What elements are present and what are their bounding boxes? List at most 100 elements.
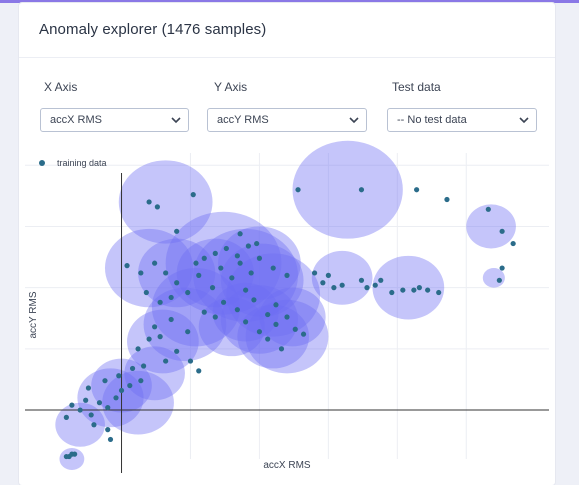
test-data-select[interactable]: -- No test data — [387, 108, 537, 132]
data-point — [499, 265, 505, 271]
cluster-region — [218, 226, 301, 300]
data-point — [174, 228, 180, 234]
data-point — [124, 263, 130, 269]
data-point — [414, 187, 420, 193]
cluster-region — [311, 250, 373, 305]
data-point — [273, 321, 279, 327]
cluster-region — [482, 268, 505, 288]
data-point — [146, 199, 152, 205]
test-data-select-value: -- No test data — [397, 114, 467, 126]
data-point — [499, 228, 505, 234]
data-point — [436, 289, 442, 296]
data-point — [284, 272, 290, 278]
data-point — [331, 285, 337, 291]
data-point — [278, 346, 285, 352]
legend: training data — [39, 158, 107, 168]
data-point — [196, 368, 202, 374]
data-point — [168, 294, 174, 301]
data-point — [154, 204, 160, 210]
data-point — [284, 314, 290, 320]
data-point — [113, 395, 119, 401]
y-axis-label: Y Axis — [214, 80, 248, 94]
cluster-region — [292, 140, 403, 239]
data-point — [185, 289, 191, 296]
data-point — [138, 378, 144, 384]
data-point — [163, 270, 169, 276]
data-point — [425, 287, 431, 293]
data-point — [372, 282, 378, 288]
data-point — [311, 270, 318, 276]
cluster-region — [212, 282, 279, 342]
data-point — [187, 358, 194, 364]
data-point — [174, 348, 180, 354]
data-point — [248, 270, 254, 276]
legend-label: training data — [57, 158, 107, 168]
card-header: Anomaly explorer (1476 samples) — [19, 3, 555, 58]
cluster-region — [124, 346, 185, 401]
data-point — [364, 285, 370, 291]
data-point — [163, 358, 169, 364]
data-point — [105, 427, 111, 433]
data-point — [256, 329, 263, 335]
data-point — [251, 297, 257, 303]
data-point — [143, 289, 149, 296]
x-axis-title: accX RMS — [263, 460, 311, 471]
zero-axes — [25, 173, 549, 473]
data-point — [234, 253, 240, 259]
top-accent-bar — [0, 0, 579, 3]
cluster-region — [220, 285, 299, 354]
cluster-region — [198, 297, 265, 357]
data-point — [485, 206, 491, 212]
cluster-region — [165, 211, 282, 315]
y-axis-select-value: accY RMS — [217, 114, 269, 126]
data-point — [91, 422, 97, 428]
data-point — [411, 287, 417, 293]
data-point — [185, 329, 191, 335]
data-point — [83, 397, 89, 403]
x-axis-select[interactable]: accX RMS — [40, 108, 189, 132]
data-point — [265, 311, 271, 318]
data-point — [157, 299, 163, 305]
data-point — [496, 277, 502, 283]
data-point — [265, 336, 271, 342]
data-point — [237, 231, 243, 237]
data-point — [209, 285, 216, 291]
data-point — [201, 255, 207, 261]
data-point — [157, 334, 163, 340]
card-title: Anomaly explorer (1476 samples) — [39, 21, 267, 38]
data-point — [138, 270, 144, 276]
data-point — [358, 187, 365, 193]
data-points — [63, 187, 516, 460]
cluster-region — [138, 238, 216, 308]
data-point — [300, 331, 307, 337]
scatter-plot[interactable]: training data accX RMS accY RMS — [19, 3, 555, 485]
data-point — [378, 277, 384, 283]
data-point — [193, 260, 199, 266]
data-point — [105, 404, 111, 411]
cluster-region — [118, 160, 213, 244]
y-axis-select[interactable]: accY RMS — [207, 108, 367, 132]
data-point — [292, 326, 298, 332]
data-point — [152, 324, 158, 330]
data-point — [212, 250, 218, 256]
data-point — [107, 436, 114, 443]
data-point — [196, 272, 202, 278]
data-point — [444, 196, 450, 203]
data-point — [140, 363, 147, 369]
data-point — [243, 287, 249, 293]
x-axis-select-value: accX RMS — [50, 114, 102, 126]
cluster-region — [151, 268, 241, 347]
data-point — [320, 280, 326, 286]
chevron-down-icon — [349, 117, 359, 124]
cluster-region — [176, 238, 254, 308]
data-point — [218, 265, 224, 271]
cluster-region — [102, 370, 174, 435]
data-point — [152, 260, 158, 266]
data-point — [69, 402, 75, 408]
data-point — [295, 187, 301, 193]
data-point — [63, 414, 69, 420]
chevron-down-icon — [519, 117, 529, 124]
test-data-label: Test data — [392, 80, 441, 94]
data-point — [270, 265, 276, 271]
data-point — [168, 316, 174, 323]
